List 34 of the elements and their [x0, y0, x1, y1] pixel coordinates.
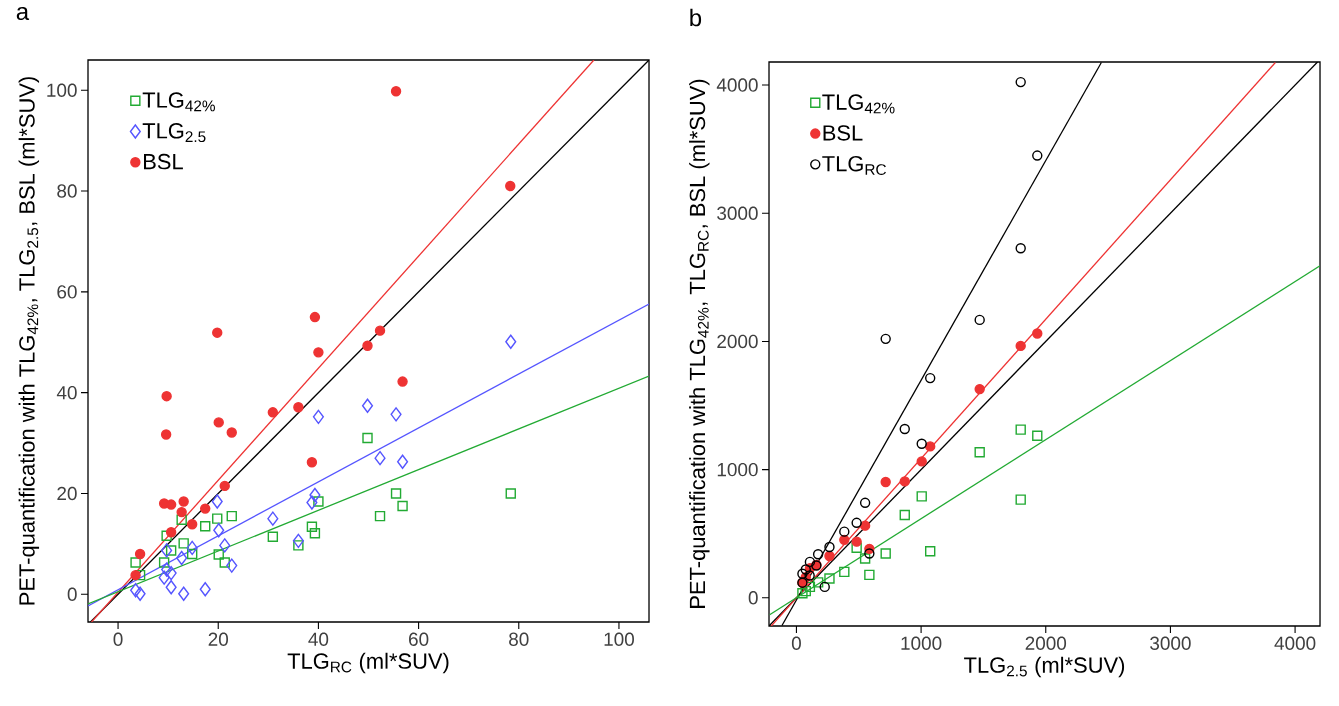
x-tick-label: 0 — [791, 636, 801, 650]
legend-label: TLG$_{2.5}$ — [142, 123, 206, 143]
x-tick-label: 4000 — [1274, 636, 1316, 650]
y-tick-label: 20 — [57, 486, 77, 501]
y-tick-label: 40 — [56, 385, 77, 400]
y-tick-label: 2000 — [717, 334, 758, 349]
x-tick-label: 20 — [208, 632, 229, 646]
x-tick-label: 100 — [604, 632, 634, 646]
chart-title: b — [690, 8, 702, 27]
x-tick-label: 60 — [409, 632, 429, 646]
y-tick-label: 4000 — [716, 78, 758, 92]
y-tick-label: 3000 — [717, 206, 758, 220]
y-tick-label: 100 — [47, 83, 77, 97]
x-axis-title: TLG$_{RC}$ (ml*SUV) — [287, 652, 449, 674]
y-axis-title: PET-quantification with TLG$_{42%}$, TLG$_{RC}$, BSL (ml*SUV) — [689, 79, 710, 608]
y-axis-title: PET-quantification with TLG$_{42%}$, TLG$_{2.5}$, BSL (ml*SUV) — [18, 77, 40, 605]
y-tick-label: 60 — [57, 285, 77, 299]
x-tick-label: 40 — [308, 632, 329, 646]
x-tick-label: 2000 — [1025, 636, 1067, 650]
legend-label: BSL — [823, 125, 863, 141]
x-tick-label: 0 — [113, 632, 123, 646]
y-tick-label: 1000 — [717, 462, 758, 477]
x-tick-label: 3000 — [1150, 636, 1191, 650]
x-tick-label: 80 — [509, 632, 529, 646]
x-tick-label: 1000 — [901, 636, 942, 650]
x-axis-title: TLG$_{2.5}$ (ml*SUV) — [964, 656, 1125, 678]
legend-label: TLG$_{RC}$ — [822, 155, 886, 176]
legend-label: TLG$_{42%}$ — [822, 94, 895, 114]
y-tick-label: 0 — [748, 591, 758, 605]
chart-title: a — [16, 6, 30, 21]
y-tick-label: 0 — [67, 587, 77, 601]
legend-label: TLG$_{42%}$ — [142, 92, 215, 112]
legend-label: BSL — [144, 153, 183, 170]
y-tick-label: 80 — [57, 184, 77, 198]
